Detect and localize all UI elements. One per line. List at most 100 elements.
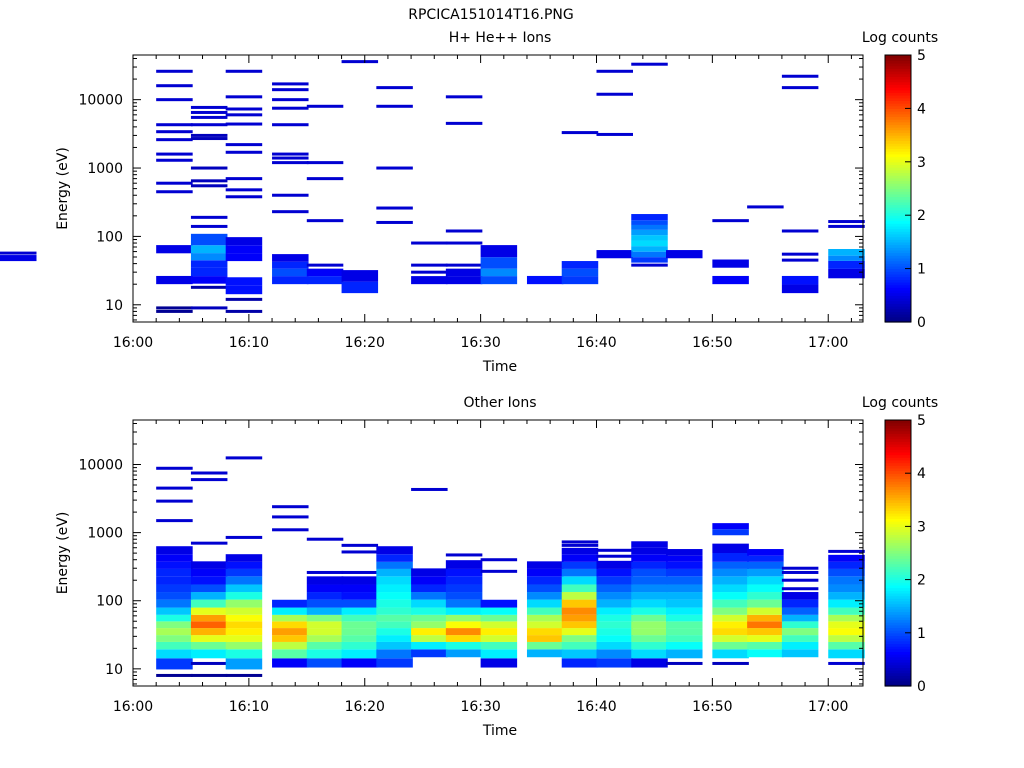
heatmap-cell (596, 658, 633, 668)
heatmap-cell (0, 251, 37, 255)
heatmap-cell (561, 576, 599, 585)
colorbar-segment (885, 608, 911, 613)
colorbar-segment (885, 465, 911, 469)
y-axis: 10 100 1000 10000 (78, 422, 863, 685)
colorbar-segment (885, 292, 911, 296)
colorbar-segment (885, 148, 911, 152)
colorbar-segment (885, 542, 911, 546)
heatmap-cell (341, 621, 379, 629)
colorbar-tick-label: 5 (917, 413, 926, 429)
heatmap-cell (596, 614, 633, 622)
colorbar-segment (885, 603, 911, 607)
heatmap-cell (272, 156, 309, 160)
x-tick-label: 16:00 (113, 335, 153, 351)
heatmap-cell (376, 635, 413, 642)
heatmap-cell (526, 561, 564, 569)
heatmap-cell (712, 614, 749, 622)
heatmap-cell (561, 658, 599, 668)
colorbar-segment (885, 257, 911, 262)
colorbar-segment (885, 497, 911, 501)
heatmap-cell (225, 554, 263, 562)
heatmap-cell (526, 584, 564, 593)
heatmap-cell (190, 561, 228, 569)
heatmap-cell (190, 267, 228, 277)
colorbar-segment (885, 622, 911, 626)
colorbar-segment (885, 172, 911, 176)
colorbar-segment (885, 244, 911, 248)
colorbar-segment (885, 473, 911, 477)
heatmap-cell (225, 107, 263, 111)
colorbar: 0 1 2 3 4 5 Log counts (862, 395, 938, 695)
heatmap-cell (596, 554, 633, 558)
colorbar-segment (885, 239, 911, 243)
heatmap-cell (781, 252, 819, 256)
colorbar-segment (885, 92, 911, 96)
heatmap-cell (190, 179, 228, 183)
heatmap-cell (411, 599, 448, 608)
colorbar-segment (885, 180, 911, 184)
colorbar-tick-label: 2 (917, 208, 926, 224)
heatmap-cell (190, 285, 228, 289)
heatmap-cell (712, 259, 749, 268)
colorbar-segment (885, 505, 911, 509)
colorbar-tick-label: 4 (917, 101, 926, 117)
colorbar-segment (885, 459, 911, 464)
colorbar-segment (885, 135, 911, 139)
colorbar-segment (885, 140, 911, 144)
heatmap-cell (376, 220, 413, 224)
colorbar-segment (885, 611, 911, 615)
heatmap-cell (341, 60, 379, 64)
heatmap-cell (156, 306, 193, 310)
heatmap-cell (631, 614, 668, 622)
heatmap-cell (781, 275, 819, 285)
colorbar-tick-label: 3 (917, 155, 926, 171)
colorbar-segment (885, 510, 911, 514)
heatmap-cell (445, 641, 483, 650)
colorbar-segment (885, 672, 911, 676)
heatmap-cell (225, 614, 263, 622)
heatmap-cell (747, 584, 784, 593)
heatmap-cell (631, 621, 668, 629)
heatmap-cell (666, 584, 703, 593)
heatmap-cell (411, 621, 448, 629)
heatmap-cell (596, 92, 633, 96)
colorbar: 0 1 2 3 4 5 Log counts (862, 30, 938, 331)
colorbar-segment (885, 247, 911, 251)
heatmap-cell (445, 649, 483, 658)
heatmap-cell (828, 628, 865, 636)
heatmap-cell (272, 210, 309, 214)
heatmap-cell (596, 641, 633, 650)
heatmap-cell (225, 641, 263, 650)
x-axis-label: Time (482, 723, 517, 739)
heatmap-cell (272, 152, 309, 156)
colorbar-segment (885, 481, 911, 485)
colorbar-segment (885, 311, 911, 315)
colorbar-segment (885, 534, 911, 538)
colorbar-segment (885, 81, 911, 85)
heatmap-cell (747, 555, 784, 562)
heatmap-cell (156, 546, 193, 555)
heatmap-cell (225, 177, 263, 181)
heatmap-cell (190, 184, 228, 188)
heatmap-cell (272, 106, 309, 110)
heatmap-cell (666, 607, 703, 615)
heatmap-cell (190, 614, 228, 622)
heatmap-cell (376, 628, 413, 636)
colorbar-segment (885, 79, 911, 83)
heatmap-cell (306, 584, 344, 593)
x-tick-label: 16:30 (460, 699, 500, 715)
heatmap-cell (712, 553, 749, 562)
heatmap-cell (596, 548, 633, 552)
x-tick-label: 17:00 (808, 699, 848, 715)
heatmap-cell (631, 584, 668, 593)
colorbar-segment (885, 300, 911, 304)
colorbar-segment (885, 113, 911, 118)
heatmap-cell (666, 621, 703, 629)
heatmap-cell (376, 649, 413, 659)
y-axis-label: Energy (eV) (55, 512, 71, 595)
heatmap-cell (272, 635, 309, 642)
colorbar-segment (885, 119, 911, 123)
x-tick-label: 17:00 (808, 335, 848, 351)
heatmap-cell (411, 607, 448, 615)
